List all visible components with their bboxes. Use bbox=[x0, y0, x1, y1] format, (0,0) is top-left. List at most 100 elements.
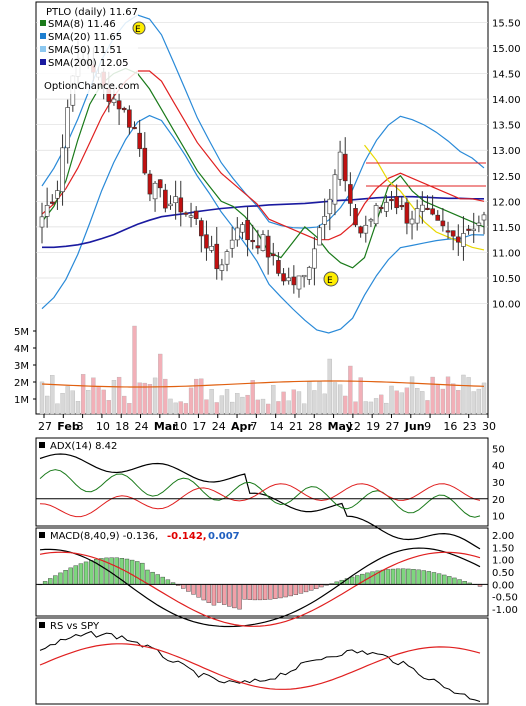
candle-body bbox=[157, 179, 163, 189]
adx-tick-label: 10 bbox=[492, 512, 505, 523]
macd-signal-value: -0.142, bbox=[167, 531, 207, 542]
candle-body bbox=[188, 215, 194, 218]
volume-bar bbox=[265, 403, 271, 415]
macd-tick-label: 1.50 bbox=[492, 543, 514, 554]
macd-histogram-bar bbox=[109, 557, 114, 585]
macd-hist-value: 0.007 bbox=[208, 531, 240, 542]
candle-body bbox=[265, 235, 271, 258]
volume-bar bbox=[91, 377, 96, 415]
candle-body bbox=[137, 132, 142, 150]
candle-body bbox=[414, 208, 420, 224]
candle-body bbox=[332, 174, 338, 205]
volume-bar bbox=[291, 389, 296, 415]
macd-line bbox=[39, 547, 481, 628]
volume-tick-label: 4M bbox=[14, 344, 29, 355]
macd-histogram-bar bbox=[232, 584, 237, 609]
candle-body bbox=[214, 243, 220, 270]
volume-bar bbox=[142, 382, 147, 415]
macd-histogram-bar bbox=[88, 560, 94, 585]
macd-histogram-bar bbox=[237, 584, 242, 610]
macd-histogram-bar bbox=[58, 572, 63, 585]
macd-tick-label: 0.50 bbox=[492, 568, 514, 579]
date-tick-label: 28 bbox=[308, 420, 322, 433]
rs-swatch bbox=[39, 622, 45, 628]
macd-histogram-bar bbox=[457, 579, 462, 585]
candle-body bbox=[476, 222, 482, 226]
volume-bar bbox=[312, 390, 317, 415]
date-tick-label: 18 bbox=[115, 420, 129, 433]
macd-histogram-bar bbox=[201, 584, 206, 601]
macd-histogram-bar bbox=[191, 584, 196, 595]
candle-body bbox=[235, 227, 240, 241]
volume-bar bbox=[337, 384, 343, 415]
candle-body bbox=[363, 224, 369, 234]
macd-histogram-bar bbox=[406, 568, 411, 585]
volume-bar bbox=[296, 391, 302, 415]
candle-body bbox=[240, 224, 245, 233]
volume-bar bbox=[158, 353, 163, 415]
volume-bar bbox=[163, 378, 168, 415]
rs-average-line bbox=[39, 643, 481, 690]
candle-body bbox=[199, 220, 204, 237]
volume-bar bbox=[348, 365, 353, 415]
price-tick-label: 10.00 bbox=[492, 300, 521, 311]
candle-body bbox=[168, 203, 173, 207]
volume-bar bbox=[250, 380, 255, 415]
macd-histogram-bar bbox=[416, 569, 421, 585]
candle-body bbox=[173, 196, 178, 204]
candle-body bbox=[404, 202, 410, 224]
macd-histogram-bar bbox=[155, 574, 160, 585]
candle-body bbox=[260, 234, 266, 251]
adx-label: ADX(14) 8.42 bbox=[50, 441, 117, 452]
volume-bar bbox=[224, 389, 230, 415]
volume-bar bbox=[240, 396, 245, 415]
volume-bar bbox=[389, 385, 394, 415]
legend-swatch-sma8 bbox=[40, 20, 46, 26]
earnings-marker-1 bbox=[132, 21, 146, 35]
earnings-marker-2 bbox=[323, 271, 339, 287]
candle-body bbox=[49, 201, 55, 204]
volume-bar bbox=[194, 378, 199, 415]
candlesticks bbox=[39, 40, 487, 298]
candle-body bbox=[116, 100, 122, 110]
volume-bar bbox=[199, 378, 204, 415]
macd-histogram-bar bbox=[257, 584, 263, 601]
candle-body bbox=[342, 153, 348, 182]
macd-histogram-bar bbox=[160, 576, 165, 585]
volume-bar bbox=[65, 386, 70, 415]
volume-bar bbox=[332, 382, 338, 415]
macd-histogram-bar bbox=[380, 569, 385, 585]
candle-body bbox=[245, 219, 250, 241]
indicator-lines bbox=[37, 453, 483, 702]
volume-bar bbox=[481, 382, 487, 415]
candle-body bbox=[291, 276, 297, 286]
volume-bar bbox=[80, 374, 86, 415]
date-tick-label: Apr bbox=[231, 420, 253, 433]
macd-histogram-bar bbox=[135, 561, 140, 585]
earnings-marker-1-label: E bbox=[135, 25, 141, 35]
macd-histogram-bar bbox=[268, 584, 273, 600]
macd-histogram-bar bbox=[303, 584, 309, 593]
macd-histogram-bar bbox=[293, 584, 299, 595]
volume-bar bbox=[368, 401, 374, 415]
volume-bar bbox=[86, 390, 91, 415]
date-tick-label: 17 bbox=[192, 420, 206, 433]
date-tick-label: 19 bbox=[366, 420, 380, 433]
volume-bar bbox=[353, 401, 358, 415]
price-tick-label: 12.50 bbox=[492, 172, 521, 183]
price-tick-label: 11.50 bbox=[492, 223, 521, 234]
candle-body bbox=[399, 204, 405, 208]
candle-body bbox=[378, 206, 384, 210]
volume-bar bbox=[152, 377, 158, 415]
macd-histogram-bar bbox=[288, 584, 293, 597]
candle-body bbox=[209, 246, 214, 251]
date-tick-label: 27 bbox=[38, 420, 52, 433]
date-tick-label: May bbox=[328, 420, 353, 433]
volume-bar bbox=[111, 380, 117, 415]
volume-bar bbox=[399, 392, 404, 415]
candle-body bbox=[147, 173, 153, 195]
candle-body bbox=[301, 274, 307, 278]
candle-body bbox=[450, 230, 456, 237]
volume-bar bbox=[404, 387, 410, 415]
legend-sma50: SMA(50) 11.51 bbox=[48, 45, 122, 56]
